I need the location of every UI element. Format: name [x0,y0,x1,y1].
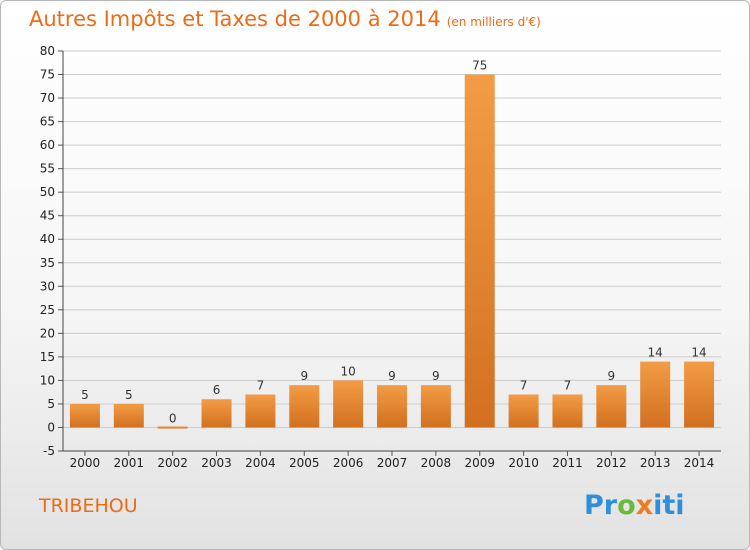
data-label: 9 [608,369,616,383]
y-tick-label: 60 [40,138,55,152]
bar [157,426,188,429]
bar [377,385,407,428]
x-tick-label: 2005 [289,456,320,470]
y-tick-label: 45 [40,209,55,223]
bar [420,385,451,428]
y-tick-label: 55 [40,162,55,176]
data-label: 7 [520,379,528,393]
title-main: Autres Impôts et Taxes de 2000 à 2014 [29,7,441,31]
bar [640,361,671,428]
bar [201,399,232,428]
y-tick-label: 80 [40,44,55,58]
logo-letter: x [635,490,654,521]
x-tick-label: 2004 [245,456,276,470]
x-tick-label: 2013 [640,456,671,470]
y-tick-label: 25 [40,303,55,317]
logo-letter: t [662,490,676,521]
bar [464,74,495,428]
data-label: 14 [691,346,706,360]
bar [113,403,144,428]
x-tick-label: 2009 [464,456,495,470]
data-label: 7 [257,379,265,393]
commune-name: TRIBEHOU [39,495,138,517]
bar [508,394,539,428]
data-label: 75 [472,59,487,73]
x-tick-label: 2006 [333,456,364,470]
logo-letter: o [617,490,636,521]
bar [289,385,320,428]
bar [684,361,715,428]
y-tick-label: 10 [40,373,55,387]
data-label: 9 [300,369,308,383]
title-unit: (en milliers d'€) [446,15,541,29]
data-label: 5 [81,388,89,402]
data-label: 6 [213,383,221,397]
y-tick-label: 75 [40,68,55,82]
x-tick-label: 2007 [377,456,408,470]
y-tick-label: -5 [43,444,55,458]
logo-letter: r [603,490,618,521]
y-tick-label: 5 [47,397,55,411]
y-tick-label: 70 [40,91,55,105]
y-tick-label: 50 [40,185,55,199]
y-tick-label: 35 [40,256,55,270]
data-label: 7 [564,379,572,393]
x-tick-label: 2003 [201,456,232,470]
x-tick-label: 2001 [114,456,145,470]
logo-letter: i [675,490,685,521]
x-tick-label: 2010 [508,456,539,470]
x-tick-label: 2002 [157,456,188,470]
logo-letter: i [653,490,663,521]
y-tick-label: 20 [40,326,55,340]
bar [69,403,100,428]
logo-letter: P [584,490,604,521]
y-tick-label: 30 [40,279,55,293]
x-tick-label: 2011 [552,456,583,470]
y-tick-label: 0 [47,420,55,434]
y-tick-label: 40 [40,232,55,246]
data-label: 5 [125,388,133,402]
x-tick-label: 2014 [684,456,715,470]
y-tick-label: 15 [40,350,55,364]
bar [245,394,276,428]
data-label: 14 [648,346,663,360]
proxiti-logo: Proxiti [584,490,685,521]
x-tick-label: 2000 [70,456,101,470]
bar [596,385,627,428]
data-label: 0 [169,411,177,425]
x-tick-label: 2008 [421,456,452,470]
bar [552,394,583,428]
data-label: 10 [340,364,355,378]
x-tick-label: 2012 [596,456,627,470]
data-label: 9 [388,369,396,383]
y-tick-label: 65 [40,115,55,129]
bar [333,380,364,428]
data-label: 9 [432,369,440,383]
chart-title: Autres Impôts et Taxes de 2000 à 2014 (en… [29,7,541,31]
